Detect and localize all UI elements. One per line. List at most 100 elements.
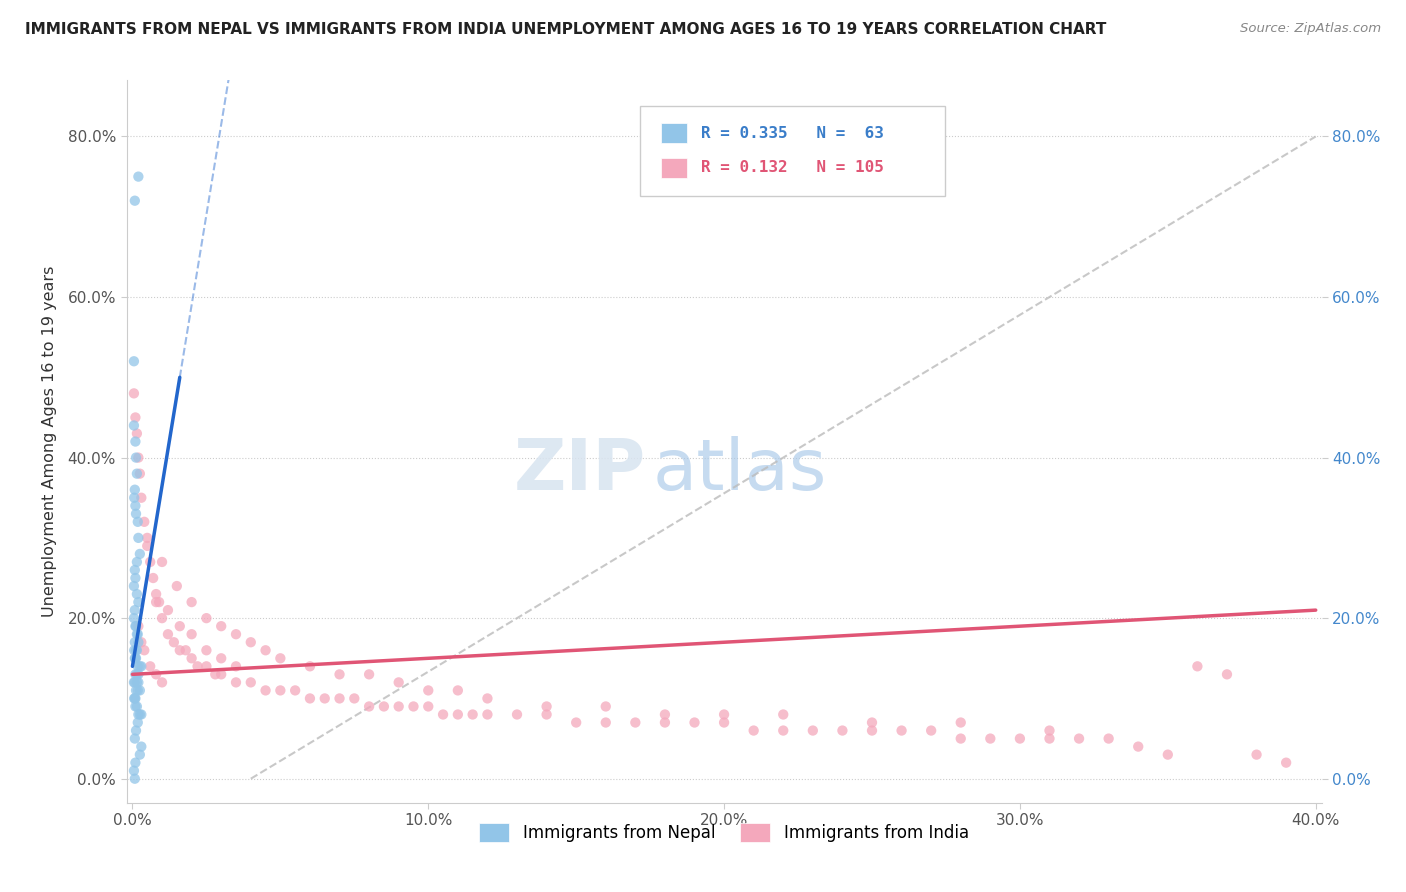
Point <box>298 659 321 673</box>
Point <box>418 683 440 698</box>
Point <box>124 667 146 681</box>
Y-axis label: Unemployment Among Ages 16 to 19 years: Unemployment Among Ages 16 to 19 years <box>42 266 56 617</box>
Point <box>195 659 218 673</box>
Point <box>1157 747 1180 762</box>
Point <box>127 531 149 545</box>
Point <box>131 739 153 754</box>
Point <box>145 587 167 601</box>
Point <box>772 707 794 722</box>
Point <box>373 699 395 714</box>
Point <box>150 611 173 625</box>
Point <box>388 699 411 714</box>
Point <box>328 691 350 706</box>
Point <box>122 579 145 593</box>
Point <box>432 707 454 722</box>
Point <box>565 715 588 730</box>
Point <box>127 659 149 673</box>
Point <box>180 651 202 665</box>
Point <box>136 539 159 553</box>
Point <box>139 659 162 673</box>
Point <box>209 651 232 665</box>
Point <box>239 635 262 649</box>
Point <box>860 715 883 730</box>
Point <box>122 386 145 401</box>
Point <box>1098 731 1121 746</box>
Point <box>122 418 145 433</box>
Point <box>131 491 153 505</box>
Point <box>125 675 148 690</box>
Point <box>124 434 146 449</box>
Point <box>269 683 291 698</box>
Point <box>447 707 470 722</box>
Point <box>156 627 179 641</box>
Point <box>860 723 883 738</box>
Point <box>195 643 218 657</box>
Point <box>125 651 148 665</box>
Point <box>128 683 150 698</box>
FancyBboxPatch shape <box>640 105 945 196</box>
Point <box>195 611 218 625</box>
Point <box>186 659 208 673</box>
Point <box>124 619 146 633</box>
Point <box>124 651 146 665</box>
Point <box>1067 731 1090 746</box>
Point <box>127 627 149 641</box>
Text: atlas: atlas <box>652 436 827 505</box>
Point <box>447 683 470 698</box>
Point <box>343 691 366 706</box>
Point <box>166 579 188 593</box>
Point <box>124 571 146 585</box>
Point <box>328 667 350 681</box>
Point <box>298 691 321 706</box>
Bar <box>661 158 688 178</box>
Point <box>683 715 706 730</box>
Point <box>163 635 186 649</box>
Point <box>150 555 173 569</box>
Point <box>225 659 247 673</box>
Point <box>125 450 148 465</box>
Point <box>125 699 148 714</box>
Point <box>506 707 529 722</box>
Point <box>654 707 676 722</box>
Point <box>136 531 159 545</box>
Point <box>1008 731 1031 746</box>
Point <box>128 747 150 762</box>
Point <box>128 547 150 561</box>
Point <box>920 723 942 738</box>
Point <box>124 731 146 746</box>
Bar <box>661 123 688 143</box>
Point <box>254 683 277 698</box>
Point <box>124 563 146 577</box>
Point <box>1187 659 1209 673</box>
Point <box>180 627 202 641</box>
Point <box>654 715 676 730</box>
Point <box>122 491 145 505</box>
Point <box>461 707 484 722</box>
Point <box>209 619 232 633</box>
Point <box>595 699 617 714</box>
Point <box>890 723 912 738</box>
Point <box>125 643 148 657</box>
Point <box>124 772 146 786</box>
Point <box>949 731 972 746</box>
Point <box>269 651 291 665</box>
Point <box>127 707 149 722</box>
Point <box>124 675 146 690</box>
Point <box>124 691 146 706</box>
Point <box>124 194 146 208</box>
Legend: Immigrants from Nepal, Immigrants from India: Immigrants from Nepal, Immigrants from I… <box>472 816 976 848</box>
Point <box>125 619 148 633</box>
Point <box>174 643 197 657</box>
Point <box>536 707 558 722</box>
Text: R = 0.335   N =  63: R = 0.335 N = 63 <box>702 126 884 141</box>
Point <box>169 643 191 657</box>
Point <box>418 699 440 714</box>
Point <box>142 571 165 585</box>
Point <box>225 627 247 641</box>
Point <box>125 667 148 681</box>
Point <box>595 715 617 730</box>
Point <box>239 675 262 690</box>
Text: R = 0.132   N = 105: R = 0.132 N = 105 <box>702 161 884 175</box>
Point <box>124 603 146 617</box>
Point <box>156 603 179 617</box>
